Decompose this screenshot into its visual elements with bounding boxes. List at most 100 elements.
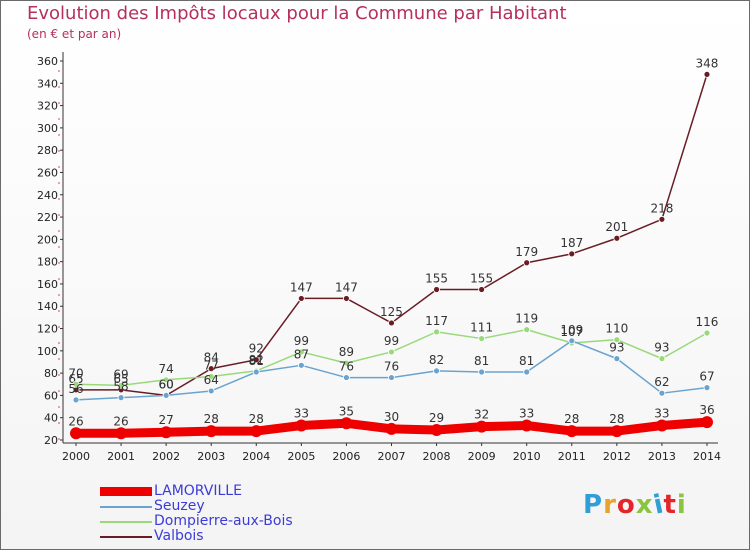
data-label-seuzey: 81 <box>249 354 264 368</box>
data-label-seuzey: 76 <box>339 360 354 374</box>
legend-swatch-dompierre-aux-bois <box>100 521 152 523</box>
y-tick-label: 60 <box>44 389 58 402</box>
data-point-valbois <box>343 295 350 302</box>
data-label-dompierre-aux-bois: 93 <box>654 341 669 355</box>
data-label-lamorville: 26 <box>113 414 128 428</box>
data-label-dompierre-aux-bois: 99 <box>384 334 399 348</box>
data-label-valbois: 147 <box>290 280 313 294</box>
data-point-valbois <box>433 286 440 293</box>
y-tick-label: 260 <box>37 166 58 179</box>
y-tick-label: 140 <box>37 300 58 313</box>
x-tick-label: 2012 <box>603 450 631 463</box>
data-point-lamorville <box>700 416 713 429</box>
x-tick-label: 2000 <box>62 450 90 463</box>
data-point-dompierre-aux-bois <box>297 348 305 356</box>
data-point-seuzey <box>433 367 440 375</box>
data-label-valbois: 155 <box>425 272 448 286</box>
data-point-seuzey <box>703 384 711 392</box>
data-point-valbois <box>297 295 305 302</box>
data-point-seuzey <box>658 389 666 397</box>
x-tick-label: 2008 <box>423 450 451 463</box>
data-point-lamorville <box>70 427 82 440</box>
data-label-dompierre-aux-bois: 74 <box>158 362 173 376</box>
data-point-seuzey <box>613 355 621 363</box>
data-label-lamorville: 29 <box>429 411 444 425</box>
data-label-lamorville: 33 <box>519 407 534 421</box>
data-label-dompierre-aux-bois: 116 <box>696 315 719 329</box>
data-point-lamorville <box>115 427 128 440</box>
data-label-valbois: 155 <box>470 272 493 286</box>
data-label-dompierre-aux-bois: 70 <box>68 366 83 380</box>
data-point-dompierre-aux-bois <box>343 359 350 367</box>
data-point-seuzey <box>388 374 395 381</box>
data-point-valbois <box>207 365 215 373</box>
logo-letter: t <box>663 490 677 520</box>
y-tick-label: 200 <box>37 233 58 246</box>
data-point-seuzey <box>343 374 350 381</box>
data-point-lamorville <box>430 423 443 436</box>
data-point-seuzey <box>252 368 260 376</box>
y-tick-label: 340 <box>37 77 58 90</box>
data-label-lamorville: 28 <box>249 412 264 426</box>
data-point-valbois <box>568 250 576 258</box>
data-label-dompierre-aux-bois: 99 <box>294 334 309 348</box>
legend-label-valbois: Valbois <box>154 528 204 544</box>
data-point-lamorville <box>340 417 353 430</box>
x-tick-label: 2007 <box>377 450 405 463</box>
data-point-seuzey <box>162 392 170 399</box>
data-label-dompierre-aux-bois: 110 <box>605 322 628 336</box>
data-label-lamorville: 28 <box>564 412 579 426</box>
data-label-lamorville: 32 <box>474 408 489 422</box>
y-tick-label: 220 <box>37 211 58 224</box>
logo-letter: r <box>603 490 617 520</box>
data-point-dompierre-aux-bois <box>433 328 440 336</box>
data-label-dompierre-aux-bois: 117 <box>425 314 448 328</box>
x-tick-label: 2010 <box>513 450 541 463</box>
data-label-dompierre-aux-bois: 119 <box>515 312 538 326</box>
data-label-seuzey: 109 <box>560 323 583 337</box>
data-label-seuzey: 81 <box>474 354 489 368</box>
logo-letter: x <box>635 490 654 520</box>
data-label-lamorville: 33 <box>654 407 669 421</box>
data-label-valbois: 125 <box>380 305 403 319</box>
data-point-dompierre-aux-bois <box>703 329 711 337</box>
y-tick-label: 100 <box>37 345 58 358</box>
data-point-valbois <box>388 319 395 327</box>
logo-letter: i <box>676 490 687 520</box>
data-point-seuzey <box>478 368 486 376</box>
data-point-lamorville <box>205 425 218 438</box>
data-label-seuzey: 76 <box>384 360 399 374</box>
y-tick-label: 20 <box>44 434 58 447</box>
y-tick-label: 80 <box>44 367 58 380</box>
data-point-valbois <box>252 356 260 364</box>
data-label-valbois: 201 <box>605 220 628 234</box>
data-point-seuzey <box>207 387 215 395</box>
y-tick-label: 240 <box>37 189 58 202</box>
data-label-dompierre-aux-bois: 82 <box>249 353 264 367</box>
data-point-lamorville <box>295 419 308 432</box>
data-point-seuzey <box>72 396 80 404</box>
data-label-seuzey: 60 <box>158 377 173 391</box>
data-label-valbois: 218 <box>650 201 673 215</box>
legend-label-lamorville: LAMORVILLE <box>154 483 242 499</box>
data-point-seuzey <box>523 368 531 376</box>
data-point-dompierre-aux-bois <box>117 381 125 389</box>
x-tick-label: 2014 <box>693 450 721 463</box>
data-label-valbois: 147 <box>335 280 358 294</box>
x-tick-label: 2003 <box>197 450 225 463</box>
data-point-lamorville <box>610 425 623 438</box>
legend-label-dompierre-aux-bois: Dompierre-aux-Bois <box>154 513 293 529</box>
y-tick-label: 300 <box>37 122 58 135</box>
data-point-lamorville <box>385 422 398 435</box>
data-point-dompierre-aux-bois <box>613 336 621 344</box>
data-label-lamorville: 35 <box>339 404 354 418</box>
logo-letter: o <box>616 490 636 520</box>
data-point-dompierre-aux-bois <box>658 355 666 363</box>
data-point-seuzey <box>568 337 576 345</box>
y-tick-label: 40 <box>44 412 58 425</box>
x-tick-label: 2005 <box>287 450 315 463</box>
x-tick-label: 2004 <box>242 450 270 463</box>
data-label-lamorville: 26 <box>68 414 83 428</box>
data-label-valbois: 179 <box>515 245 538 259</box>
